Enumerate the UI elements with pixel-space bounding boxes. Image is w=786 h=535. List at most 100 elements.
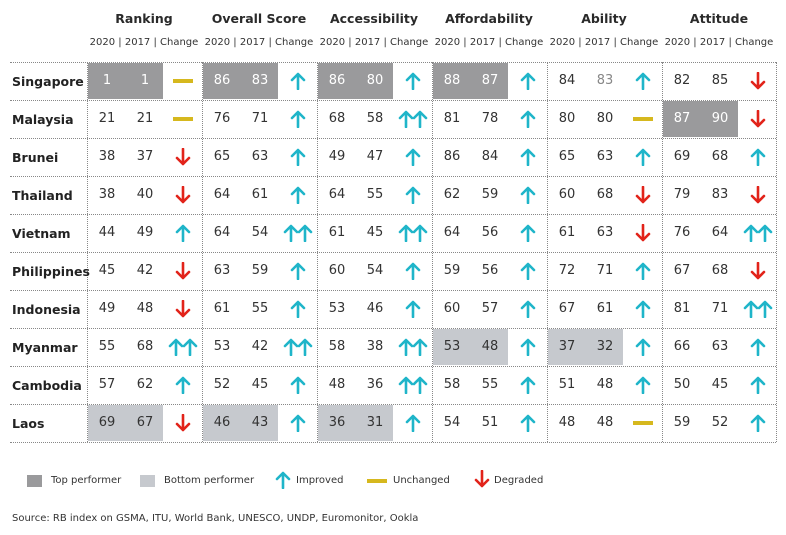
strongly-improved-arrows-icon xyxy=(743,224,773,242)
value-2017: 54 xyxy=(366,263,384,278)
improved-arrow-icon xyxy=(635,300,651,318)
legend-top-swatch xyxy=(27,475,42,487)
value-2017: 59 xyxy=(481,187,499,202)
value-2020: 53 xyxy=(328,301,346,316)
improved-arrow-icon xyxy=(635,338,651,356)
value-2017: 47 xyxy=(366,149,384,164)
value-2020: 53 xyxy=(443,339,461,354)
value-2017: 68 xyxy=(136,339,154,354)
value-2020: 86 xyxy=(213,73,231,88)
improved-arrow-icon xyxy=(750,414,766,432)
value-2017: 90 xyxy=(711,111,729,126)
value-2017: 43 xyxy=(251,415,269,430)
value-2020: 68 xyxy=(328,111,346,126)
value-2020: 64 xyxy=(213,187,231,202)
value-2020: 72 xyxy=(558,263,576,278)
value-2017: 49 xyxy=(136,225,154,240)
value-2017: 56 xyxy=(481,263,499,278)
value-2017: 48 xyxy=(136,301,154,316)
value-2020: 86 xyxy=(328,73,346,88)
improved-arrow-icon xyxy=(405,262,421,280)
improved-arrow-icon xyxy=(290,186,306,204)
legend-unchanged-label: Unchanged xyxy=(393,475,450,486)
value-2020: 38 xyxy=(98,187,116,202)
top-performer-highlight xyxy=(203,63,278,99)
value-2017: 83 xyxy=(711,187,729,202)
value-2017: 55 xyxy=(481,377,499,392)
top-performer-highlight xyxy=(663,101,738,137)
value-2017: 40 xyxy=(136,187,154,202)
value-2020: 84 xyxy=(558,73,576,88)
unchanged-dash-icon xyxy=(633,117,653,121)
improved-arrow-icon xyxy=(520,300,536,318)
value-2020: 52 xyxy=(213,377,231,392)
row-divider xyxy=(10,62,776,63)
value-2020: 60 xyxy=(443,301,461,316)
value-2017: 68 xyxy=(711,263,729,278)
value-2017: 68 xyxy=(596,187,614,202)
top-performer-highlight xyxy=(433,63,508,99)
value-2020: 59 xyxy=(443,263,461,278)
country-label: Philippines xyxy=(12,264,90,279)
value-2017: 1 xyxy=(140,73,150,88)
improved-arrow-icon xyxy=(405,148,421,166)
row-divider xyxy=(10,442,776,443)
improved-arrow-icon xyxy=(290,262,306,280)
value-2020: 81 xyxy=(443,111,461,126)
value-2020: 36 xyxy=(328,415,346,430)
category-header-accessibility: Accessibility xyxy=(329,11,419,26)
value-2017: 48 xyxy=(596,377,614,392)
row-divider xyxy=(10,366,776,367)
improved-arrow-icon xyxy=(405,300,421,318)
value-2020: 44 xyxy=(98,225,116,240)
degraded-arrow-icon xyxy=(175,148,191,166)
improved-arrow-icon xyxy=(750,376,766,394)
value-2017: 63 xyxy=(711,339,729,354)
value-2020: 76 xyxy=(213,111,231,126)
value-2017: 45 xyxy=(251,377,269,392)
value-2020: 58 xyxy=(443,377,461,392)
unchanged-dash-icon xyxy=(367,479,387,483)
value-2017: 68 xyxy=(711,149,729,164)
value-2017: 51 xyxy=(481,415,499,430)
value-2017: 61 xyxy=(596,301,614,316)
unchanged-dash-icon xyxy=(633,421,653,425)
value-2020: 82 xyxy=(673,73,691,88)
improved-arrow-icon xyxy=(290,72,306,90)
value-2020: 64 xyxy=(328,187,346,202)
value-2020: 67 xyxy=(673,263,691,278)
country-label: Singapore xyxy=(12,74,84,89)
value-2017: 84 xyxy=(481,149,499,164)
value-2020: 67 xyxy=(558,301,576,316)
column-subheader: 2020 | 2017 | Change xyxy=(664,37,774,48)
degraded-arrow-icon xyxy=(635,224,651,242)
value-2017: 32 xyxy=(596,339,614,354)
improved-arrow-icon xyxy=(290,148,306,166)
country-label: Malaysia xyxy=(12,112,74,127)
value-2017: 61 xyxy=(251,187,269,202)
improved-arrow-icon xyxy=(405,186,421,204)
value-2020: 86 xyxy=(443,149,461,164)
value-2020: 69 xyxy=(98,415,116,430)
value-2017: 67 xyxy=(136,415,154,430)
value-2020: 88 xyxy=(443,73,461,88)
category-header-ranking: Ranking xyxy=(115,11,173,26)
value-2020: 46 xyxy=(213,415,231,430)
value-2017: 55 xyxy=(366,187,384,202)
unchanged-dash-icon xyxy=(173,79,193,83)
value-2020: 65 xyxy=(213,149,231,164)
degraded-arrow-icon xyxy=(750,110,766,128)
top-performer-highlight xyxy=(88,63,163,99)
value-2020: 54 xyxy=(443,415,461,430)
value-2017: 71 xyxy=(251,111,269,126)
legend-top-label: Top performer xyxy=(51,475,122,486)
column-subheader: 2020 | 2017 | Change xyxy=(89,37,199,48)
improved-arrow-icon xyxy=(520,224,536,242)
column-subheader: 2020 | 2017 | Change xyxy=(204,37,314,48)
value-2017: 46 xyxy=(366,301,384,316)
value-2017: 37 xyxy=(136,149,154,164)
improved-arrow-icon xyxy=(175,224,191,242)
value-2020: 87 xyxy=(673,111,691,126)
value-2017: 45 xyxy=(711,377,729,392)
